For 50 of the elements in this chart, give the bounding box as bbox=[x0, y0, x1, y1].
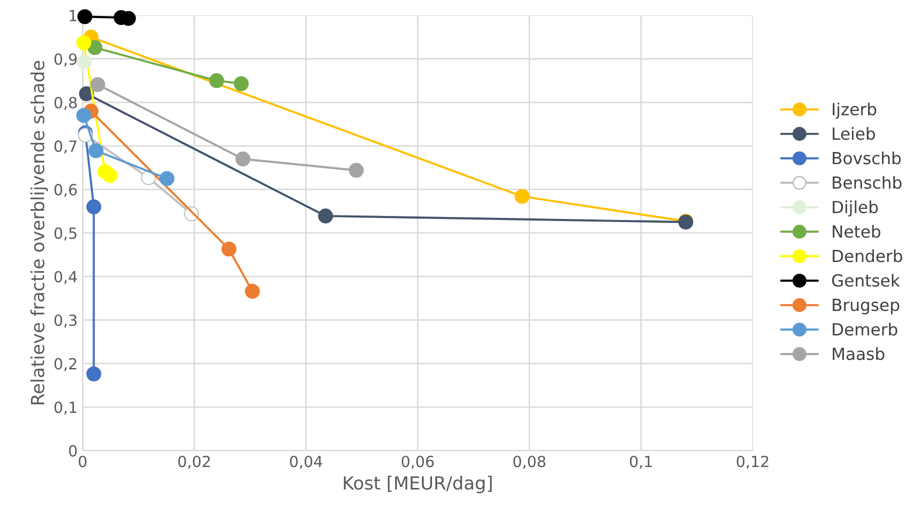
point bbox=[159, 171, 174, 186]
point bbox=[76, 54, 92, 70]
point bbox=[318, 208, 334, 224]
y-tick-label: 0,2 bbox=[54, 358, 76, 372]
legend-label: Maasb bbox=[832, 347, 884, 360]
y-tick-label: 0,4 bbox=[54, 270, 77, 284]
legend-label: Benschb bbox=[832, 176, 902, 189]
point bbox=[86, 366, 102, 382]
y-tick-label: 0,1 bbox=[54, 402, 76, 415]
point bbox=[86, 199, 102, 214]
y-tick-label: 0,9 bbox=[54, 53, 77, 66]
x-tick-label: 0,06 bbox=[402, 456, 434, 469]
y-axis-title: Relatieve fractie overblijvende schade bbox=[30, 60, 48, 404]
point bbox=[90, 77, 106, 92]
x-tick-label: 0 bbox=[78, 456, 86, 468]
point bbox=[235, 152, 250, 166]
legend-label: Neteb bbox=[832, 224, 880, 238]
legend-label: Demerb bbox=[832, 322, 898, 336]
legend-label: Dijleb bbox=[832, 200, 878, 217]
x-tick-label: 0,12 bbox=[736, 456, 768, 469]
legend-label: Bovschb bbox=[832, 152, 901, 164]
y-tick-label: 0 bbox=[69, 445, 77, 457]
y-tick-label: 0,3 bbox=[54, 314, 77, 328]
point bbox=[209, 73, 224, 88]
point bbox=[348, 162, 364, 178]
y-tick-label: 0,7 bbox=[54, 140, 76, 154]
point bbox=[87, 40, 102, 56]
point bbox=[244, 284, 260, 299]
point bbox=[88, 143, 104, 158]
point bbox=[76, 35, 92, 50]
y-tick-label: 0,8 bbox=[54, 96, 77, 110]
legend-label: Brugsep bbox=[832, 298, 900, 314]
x-tick-label: 0,08 bbox=[513, 456, 546, 469]
point bbox=[76, 108, 92, 123]
point bbox=[102, 168, 118, 183]
x-axis-title: Kost [MEUR/dag] bbox=[344, 476, 492, 494]
point bbox=[234, 76, 249, 92]
point bbox=[514, 188, 530, 204]
y-tick-label: 1 bbox=[70, 10, 76, 22]
point bbox=[77, 9, 92, 24]
legend-label: Leieb bbox=[832, 127, 875, 140]
x-tick-label: 0,04 bbox=[290, 456, 322, 469]
y-tick-label: 0,5 bbox=[54, 227, 76, 241]
x-tick-label: 0,1 bbox=[630, 456, 652, 469]
x-tick-label: 0,02 bbox=[178, 456, 210, 469]
y-tick-label: 0,6 bbox=[54, 184, 77, 198]
point bbox=[221, 242, 236, 257]
legend-label: Gentsek bbox=[832, 274, 900, 287]
legend-label: Denderb bbox=[832, 249, 902, 262]
legend-label: Ijzerb bbox=[832, 102, 876, 119]
